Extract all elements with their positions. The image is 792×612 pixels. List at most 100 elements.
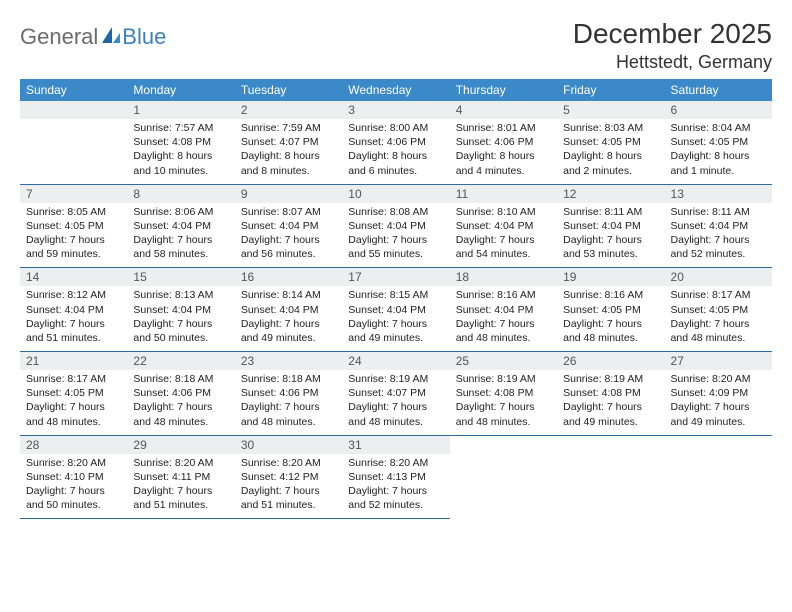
daylight-line: Daylight: 7 hours and 51 minutes. — [133, 485, 212, 511]
daylight-line: Daylight: 7 hours and 49 minutes. — [563, 401, 642, 427]
day-info: Sunrise: 8:04 AMSunset: 4:05 PMDaylight:… — [665, 119, 772, 184]
sunset-line: Sunset: 4:05 PM — [26, 387, 104, 399]
sunset-line: Sunset: 4:06 PM — [241, 387, 319, 399]
sunset-line: Sunset: 4:07 PM — [241, 136, 319, 148]
day-info — [450, 454, 557, 512]
sunset-line: Sunset: 4:13 PM — [348, 471, 426, 483]
daylight-line: Daylight: 7 hours and 48 minutes. — [456, 318, 535, 344]
day-number: 7 — [20, 185, 127, 203]
day-header: Friday — [557, 79, 664, 101]
day-number: 2 — [235, 101, 342, 119]
daylight-line: Daylight: 7 hours and 54 minutes. — [456, 234, 535, 260]
day-info: Sunrise: 8:18 AMSunset: 4:06 PMDaylight:… — [127, 370, 234, 435]
calendar-cell: 7Sunrise: 8:05 AMSunset: 4:05 PMDaylight… — [20, 184, 127, 268]
day-info: Sunrise: 8:07 AMSunset: 4:04 PMDaylight:… — [235, 203, 342, 268]
day-info: Sunrise: 7:59 AMSunset: 4:07 PMDaylight:… — [235, 119, 342, 184]
day-number: 20 — [665, 268, 772, 286]
calendar-cell — [665, 435, 772, 519]
sunrise-line: Sunrise: 8:11 AM — [671, 206, 750, 218]
day-header: Monday — [127, 79, 234, 101]
calendar-table: SundayMondayTuesdayWednesdayThursdayFrid… — [20, 79, 772, 519]
calendar-row: 7Sunrise: 8:05 AMSunset: 4:05 PMDaylight… — [20, 184, 772, 268]
daylight-line: Daylight: 7 hours and 50 minutes. — [26, 485, 105, 511]
daylight-line: Daylight: 8 hours and 1 minute. — [671, 150, 750, 176]
location-label: Hettstedt, Germany — [573, 52, 772, 73]
calendar-cell: 29Sunrise: 8:20 AMSunset: 4:11 PMDayligh… — [127, 435, 234, 519]
sunrise-line: Sunrise: 8:15 AM — [348, 289, 428, 301]
calendar-cell: 17Sunrise: 8:15 AMSunset: 4:04 PMDayligh… — [342, 268, 449, 352]
daylight-line: Daylight: 7 hours and 48 minutes. — [348, 401, 427, 427]
day-number: 16 — [235, 268, 342, 286]
calendar-cell — [450, 435, 557, 519]
sunset-line: Sunset: 4:04 PM — [133, 304, 211, 316]
day-info: Sunrise: 8:17 AMSunset: 4:05 PMDaylight:… — [20, 370, 127, 435]
day-info: Sunrise: 8:17 AMSunset: 4:05 PMDaylight:… — [665, 286, 772, 351]
day-number: 6 — [665, 101, 772, 119]
sunrise-line: Sunrise: 7:59 AM — [241, 122, 321, 134]
calendar-cell: 25Sunrise: 8:19 AMSunset: 4:08 PMDayligh… — [450, 352, 557, 436]
sunset-line: Sunset: 4:04 PM — [26, 304, 104, 316]
day-header: Thursday — [450, 79, 557, 101]
sunset-line: Sunset: 4:07 PM — [348, 387, 426, 399]
sunset-line: Sunset: 4:11 PM — [133, 471, 210, 483]
sunrise-line: Sunrise: 8:11 AM — [563, 206, 642, 218]
calendar-cell: 28Sunrise: 8:20 AMSunset: 4:10 PMDayligh… — [20, 435, 127, 519]
sunset-line: Sunset: 4:08 PM — [133, 136, 211, 148]
day-header: Tuesday — [235, 79, 342, 101]
calendar-cell: 11Sunrise: 8:10 AMSunset: 4:04 PMDayligh… — [450, 184, 557, 268]
day-number: 29 — [127, 436, 234, 454]
calendar-row: 1Sunrise: 7:57 AMSunset: 4:08 PMDaylight… — [20, 101, 772, 184]
calendar-cell: 15Sunrise: 8:13 AMSunset: 4:04 PMDayligh… — [127, 268, 234, 352]
sunrise-line: Sunrise: 8:17 AM — [26, 373, 106, 385]
sunset-line: Sunset: 4:04 PM — [456, 304, 534, 316]
day-info: Sunrise: 8:10 AMSunset: 4:04 PMDaylight:… — [450, 203, 557, 268]
daylight-line: Daylight: 7 hours and 52 minutes. — [348, 485, 427, 511]
day-number: 26 — [557, 352, 664, 370]
daylight-line: Daylight: 7 hours and 58 minutes. — [133, 234, 212, 260]
day-number: 17 — [342, 268, 449, 286]
calendar-page: General Blue December 2025 Hettstedt, Ge… — [0, 0, 792, 519]
day-number: 9 — [235, 185, 342, 203]
sunrise-line: Sunrise: 8:07 AM — [241, 206, 321, 218]
day-number: 10 — [342, 185, 449, 203]
daylight-line: Daylight: 7 hours and 49 minutes. — [671, 401, 750, 427]
calendar-cell: 6Sunrise: 8:04 AMSunset: 4:05 PMDaylight… — [665, 101, 772, 184]
sunrise-line: Sunrise: 8:03 AM — [563, 122, 643, 134]
day-info: Sunrise: 8:20 AMSunset: 4:10 PMDaylight:… — [20, 454, 127, 519]
header-row: General Blue December 2025 Hettstedt, Ge… — [20, 18, 772, 73]
day-number: 25 — [450, 352, 557, 370]
day-info: Sunrise: 8:19 AMSunset: 4:08 PMDaylight:… — [557, 370, 664, 435]
calendar-row: 28Sunrise: 8:20 AMSunset: 4:10 PMDayligh… — [20, 435, 772, 519]
day-info: Sunrise: 8:11 AMSunset: 4:04 PMDaylight:… — [665, 203, 772, 268]
daylight-line: Daylight: 7 hours and 56 minutes. — [241, 234, 320, 260]
daylight-line: Daylight: 7 hours and 55 minutes. — [348, 234, 427, 260]
day-info: Sunrise: 8:00 AMSunset: 4:06 PMDaylight:… — [342, 119, 449, 184]
sunset-line: Sunset: 4:05 PM — [563, 304, 641, 316]
calendar-cell: 14Sunrise: 8:12 AMSunset: 4:04 PMDayligh… — [20, 268, 127, 352]
sunrise-line: Sunrise: 8:18 AM — [241, 373, 321, 385]
day-info — [665, 454, 772, 512]
day-number: 1 — [127, 101, 234, 119]
day-info: Sunrise: 8:14 AMSunset: 4:04 PMDaylight:… — [235, 286, 342, 351]
calendar-cell: 4Sunrise: 8:01 AMSunset: 4:06 PMDaylight… — [450, 101, 557, 184]
calendar-cell: 22Sunrise: 8:18 AMSunset: 4:06 PMDayligh… — [127, 352, 234, 436]
sunset-line: Sunset: 4:12 PM — [241, 471, 319, 483]
day-info — [20, 119, 127, 177]
day-number: 24 — [342, 352, 449, 370]
day-info: Sunrise: 8:20 AMSunset: 4:13 PMDaylight:… — [342, 454, 449, 519]
calendar-cell: 16Sunrise: 8:14 AMSunset: 4:04 PMDayligh… — [235, 268, 342, 352]
day-info: Sunrise: 8:19 AMSunset: 4:07 PMDaylight:… — [342, 370, 449, 435]
day-number: 15 — [127, 268, 234, 286]
sunset-line: Sunset: 4:05 PM — [563, 136, 641, 148]
day-info: Sunrise: 8:20 AMSunset: 4:12 PMDaylight:… — [235, 454, 342, 519]
day-number: 4 — [450, 101, 557, 119]
sunrise-line: Sunrise: 8:19 AM — [563, 373, 643, 385]
calendar-cell: 18Sunrise: 8:16 AMSunset: 4:04 PMDayligh… — [450, 268, 557, 352]
day-header: Wednesday — [342, 79, 449, 101]
sunset-line: Sunset: 4:05 PM — [671, 136, 749, 148]
sunrise-line: Sunrise: 8:01 AM — [456, 122, 536, 134]
logo: General Blue — [20, 18, 166, 50]
daylight-line: Daylight: 7 hours and 48 minutes. — [671, 318, 750, 344]
logo-word-2: Blue — [122, 24, 166, 50]
calendar-cell: 30Sunrise: 8:20 AMSunset: 4:12 PMDayligh… — [235, 435, 342, 519]
